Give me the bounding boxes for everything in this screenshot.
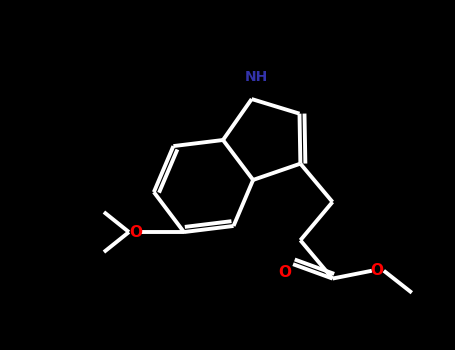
Text: O: O bbox=[129, 225, 142, 239]
Text: O: O bbox=[370, 263, 383, 278]
Text: O: O bbox=[278, 265, 292, 280]
Text: NH: NH bbox=[245, 70, 268, 84]
